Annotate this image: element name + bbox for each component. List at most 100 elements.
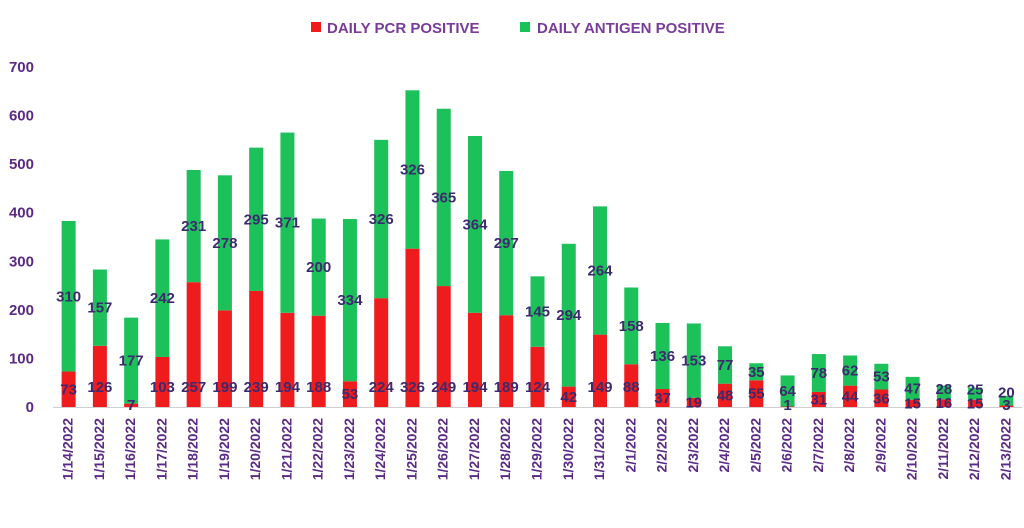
x-tick-label: 1/26/2022	[435, 418, 451, 480]
label-pcr-1/16/2022: 7	[127, 397, 135, 414]
bar-pcr-1/19/2022	[217, 310, 232, 407]
x-tick-label: 1/29/2022	[529, 418, 545, 480]
bar-pcr-1/15/2022	[92, 345, 107, 407]
x-tick-label: 2/10/2022	[904, 418, 920, 480]
bar-antigen-1/26/2022	[436, 108, 451, 287]
x-tick-label: 1/15/2022	[91, 418, 107, 480]
label-pcr-1/20/2022: 239	[244, 379, 269, 396]
bar-pcr-2/8/2022	[843, 385, 858, 407]
label-antigen-1/15/2022: 157	[87, 300, 112, 317]
label-antigen-2/3/2022: 153	[681, 353, 706, 370]
label-pcr-2/11/2022: 16	[936, 395, 953, 412]
label-pcr-2/4/2022: 48	[717, 387, 734, 404]
bar-antigen-2/3/2022	[686, 323, 701, 398]
bar-pcr-1/26/2022	[436, 286, 451, 407]
bar-antigen-1/17/2022	[155, 239, 170, 357]
x-tick-label: 2/7/2022	[810, 418, 826, 473]
bar-antigen-1/29/2022	[530, 276, 545, 347]
bar-antigen-1/16/2022	[124, 317, 139, 404]
bar-pcr-1/22/2022	[311, 315, 326, 407]
x-tick-label: 2/1/2022	[622, 418, 638, 473]
legend-swatch-pcr	[311, 22, 321, 32]
bar-pcr-1/14/2022	[61, 371, 76, 407]
bar-antigen-1/23/2022	[342, 219, 357, 382]
bar-antigen-2/12/2022	[968, 387, 983, 400]
legend-swatch-antigen	[520, 22, 530, 32]
label-pcr-1/17/2022: 103	[150, 379, 175, 396]
label-antigen-2/8/2022: 62	[842, 363, 859, 380]
bar-antigen-1/28/2022	[499, 170, 514, 316]
bar-pcr-1/28/2022	[499, 315, 514, 407]
label-antigen-2/12/2022: 25	[967, 381, 984, 398]
label-pcr-1/21/2022: 194	[275, 379, 301, 396]
bar-antigen-2/4/2022	[718, 346, 733, 384]
label-pcr-1/28/2022: 189	[494, 379, 519, 396]
bar-antigen-1/24/2022	[374, 139, 389, 299]
label-pcr-1/14/2022: 73	[60, 381, 77, 398]
x-tick-label: 1/27/2022	[466, 418, 482, 480]
x-tick-label: 2/4/2022	[716, 418, 732, 473]
x-tick-label: 1/19/2022	[216, 418, 232, 480]
label-pcr-2/5/2022: 55	[748, 386, 765, 403]
label-pcr-1/27/2022: 194	[462, 379, 488, 396]
bar-pcr-1/17/2022	[155, 356, 170, 407]
bar-pcr-1/24/2022	[374, 298, 389, 407]
bar-antigen-1/22/2022	[311, 218, 326, 316]
label-antigen-1/18/2022: 231	[181, 218, 206, 235]
label-pcr-1/24/2022: 224	[369, 379, 395, 396]
label-pcr-2/10/2022: 15	[904, 395, 921, 412]
x-tick-label: 2/5/2022	[747, 418, 763, 473]
x-tick-label: 1/31/2022	[591, 418, 607, 480]
x-tick-label: 2/11/2022	[935, 418, 951, 480]
bar-pcr-1/27/2022	[467, 312, 482, 407]
label-antigen-1/30/2022: 294	[556, 307, 582, 324]
bars-group	[61, 90, 1014, 407]
bar-pcr-1/21/2022	[280, 312, 295, 407]
bar-pcr-2/4/2022	[718, 383, 733, 407]
label-pcr-2/9/2022: 36	[873, 390, 890, 407]
label-antigen-1/16/2022: 177	[119, 353, 144, 370]
bar-pcr-1/18/2022	[186, 282, 201, 407]
bar-antigen-1/27/2022	[467, 135, 482, 313]
bar-antigen-1/21/2022	[280, 132, 295, 313]
x-tick-label: 1/25/2022	[403, 418, 419, 480]
label-antigen-2/2/2022: 136	[650, 348, 675, 365]
x-tick-label: 2/12/2022	[966, 418, 982, 480]
bar-antigen-2/6/2022	[780, 375, 795, 407]
bar-pcr-2/5/2022	[749, 380, 764, 407]
label-antigen-1/27/2022: 364	[462, 216, 488, 233]
bar-pcr-1/20/2022	[249, 290, 264, 407]
label-antigen-2/4/2022: 77	[717, 357, 734, 374]
label-antigen-1/26/2022: 365	[431, 189, 456, 206]
label-antigen-1/20/2022: 295	[244, 211, 269, 228]
label-pcr-1/22/2022: 188	[306, 379, 331, 396]
bar-pcr-2/11/2022	[936, 399, 951, 407]
bar-antigen-1/19/2022	[217, 175, 232, 311]
bar-pcr-2/7/2022	[811, 391, 826, 407]
x-tick-label: 2/9/2022	[872, 418, 888, 473]
bar-antigen-2/13/2022	[999, 395, 1014, 406]
label-pcr-2/3/2022: 19	[685, 394, 702, 411]
y-tick-label: 0	[26, 399, 34, 416]
label-pcr-1/19/2022: 199	[212, 379, 237, 396]
label-pcr-2/6/2022: 1	[783, 397, 791, 414]
label-pcr-2/8/2022: 44	[842, 388, 859, 405]
x-tick-label: 1/23/2022	[341, 418, 357, 480]
bar-pcr-2/10/2022	[905, 399, 920, 407]
bar-antigen-1/25/2022	[405, 90, 420, 249]
label-antigen-1/24/2022: 326	[369, 211, 394, 228]
label-antigen-1/21/2022: 371	[275, 215, 300, 232]
x-tick-label: 1/24/2022	[372, 418, 388, 480]
label-pcr-1/26/2022: 249	[431, 379, 456, 396]
label-pcr-2/12/2022: 15	[967, 395, 984, 412]
bar-antigen-2/5/2022	[749, 363, 764, 381]
y-tick-label: 100	[9, 350, 34, 367]
label-antigen-1/17/2022: 242	[150, 290, 175, 307]
bar-antigen-2/10/2022	[905, 376, 920, 400]
value-labels-group: 7331012615771771032422572311992782392951…	[56, 161, 1015, 414]
label-antigen-1/31/2022: 264	[588, 263, 614, 280]
label-pcr-2/1/2022: 88	[623, 379, 640, 396]
y-tick-label: 400	[9, 205, 34, 222]
x-tick-label: 1/20/2022	[247, 418, 263, 480]
